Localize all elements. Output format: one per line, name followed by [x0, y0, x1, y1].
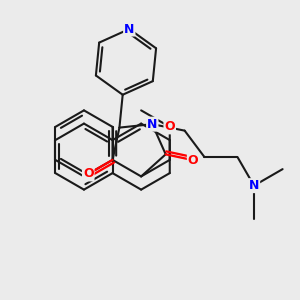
Text: N: N: [249, 179, 259, 192]
Text: O: O: [83, 167, 94, 180]
Text: O: O: [164, 120, 175, 134]
Text: N: N: [124, 22, 134, 35]
Text: O: O: [188, 154, 199, 167]
Text: N: N: [147, 118, 158, 131]
